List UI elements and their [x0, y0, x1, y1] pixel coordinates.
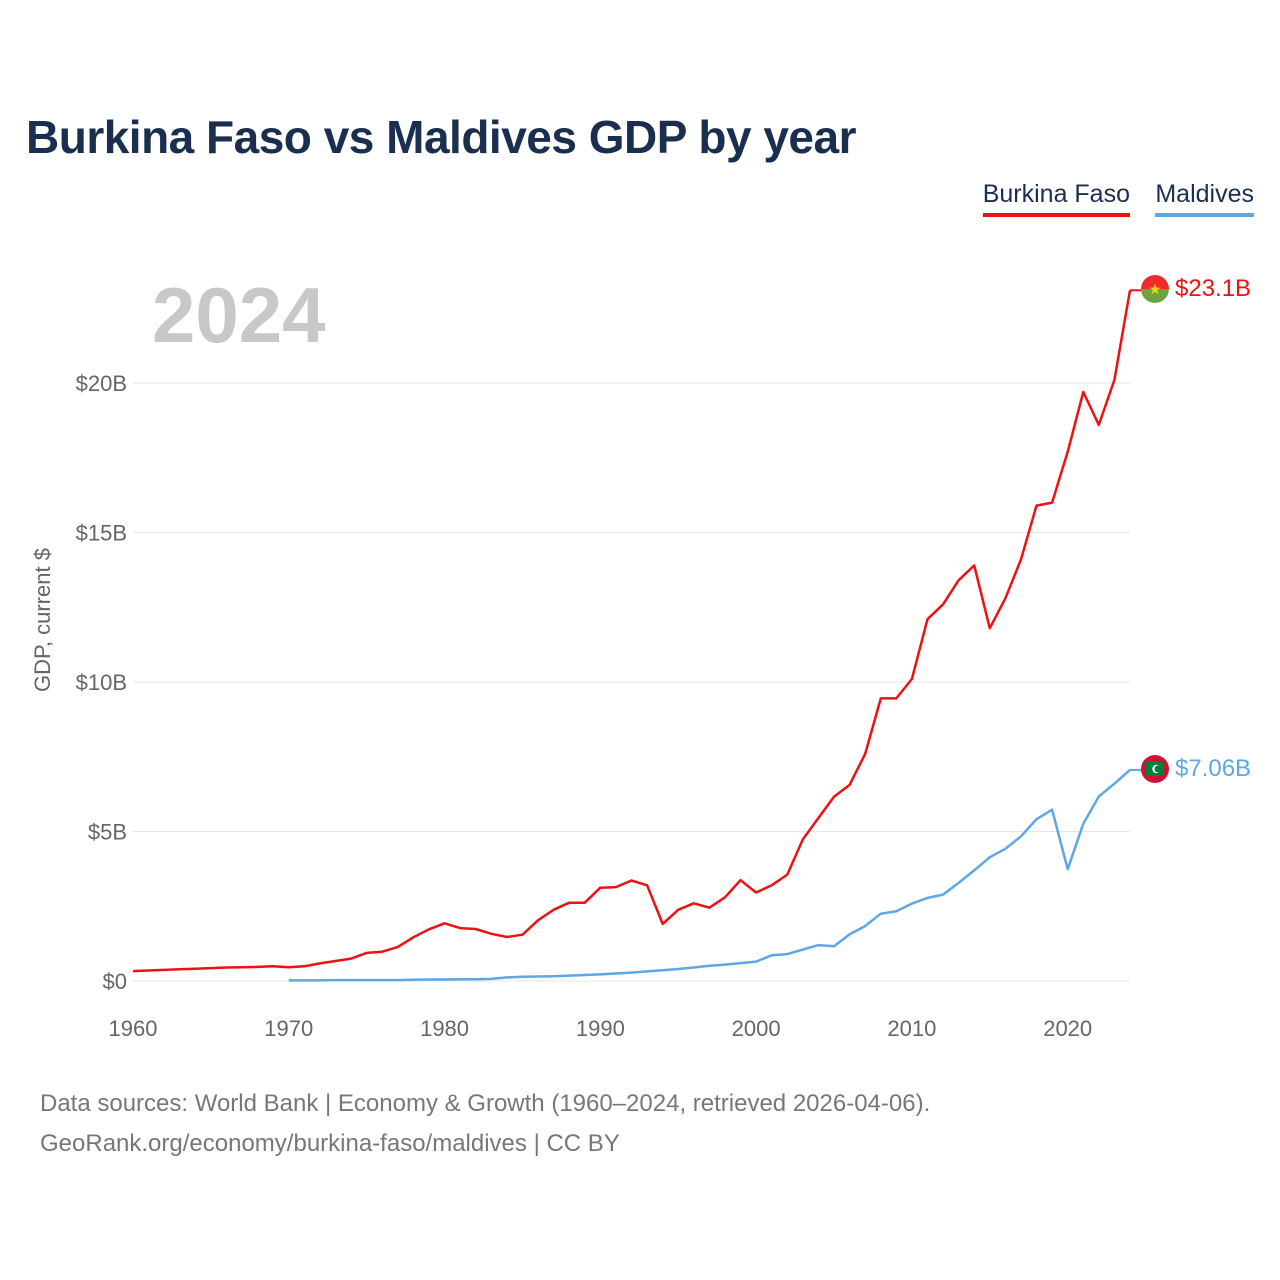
- x-tick-label: 2000: [732, 1016, 781, 1041]
- series-maldives: [288, 768, 1141, 982]
- source-line-2[interactable]: GeoRank.org/economy/burkina-faso/maldive…: [40, 1130, 620, 1157]
- x-axis-ticks: 1960 1970 1980 1990 2000 2010 2020: [109, 1016, 1093, 1041]
- source-line-1: Data sources: World Bank | Economy & Gro…: [40, 1090, 931, 1117]
- burkina-faso-flag-icon: [1141, 275, 1169, 303]
- y-tick-label: $5B: [88, 820, 127, 845]
- series-line-maldives: [288, 768, 1131, 982]
- y-axis-ticks: $0 $5B $10B $15B $20B: [76, 371, 127, 994]
- series-line-burkina-faso: [132, 290, 1132, 973]
- legend-item-maldives[interactable]: Maldives: [1155, 180, 1254, 217]
- grid-lines: [133, 382, 1130, 982]
- y-tick-label: $10B: [76, 670, 127, 695]
- x-tick-label: 2020: [1043, 1016, 1092, 1041]
- x-tick-label: 2010: [887, 1016, 936, 1041]
- x-tick-label: 1990: [576, 1016, 625, 1041]
- y-tick-label: $20B: [76, 371, 127, 396]
- y-tick-label: $0: [103, 969, 127, 994]
- end-value-label-maldives: $7.06B: [1175, 755, 1251, 782]
- chart-title: Burkina Faso vs Maldives GDP by year: [26, 111, 856, 163]
- y-tick-label: $15B: [76, 521, 127, 546]
- y-axis-label: GDP, current $: [30, 548, 55, 692]
- year-watermark: 2024: [152, 271, 326, 359]
- series-burkina-faso: [132, 289, 1141, 973]
- maldives-flag-icon: [1141, 755, 1169, 783]
- legend-item-burkina-faso[interactable]: Burkina Faso: [982, 180, 1130, 217]
- source-note: Data sources: World Bank | Economy & Gro…: [40, 1084, 930, 1164]
- x-tick-label: 1980: [420, 1016, 469, 1041]
- end-value-label-burkina-faso: $23.1B: [1175, 275, 1251, 302]
- series-lines: [132, 289, 1141, 982]
- x-tick-label: 1960: [109, 1016, 158, 1041]
- x-tick-label: 1970: [264, 1016, 313, 1041]
